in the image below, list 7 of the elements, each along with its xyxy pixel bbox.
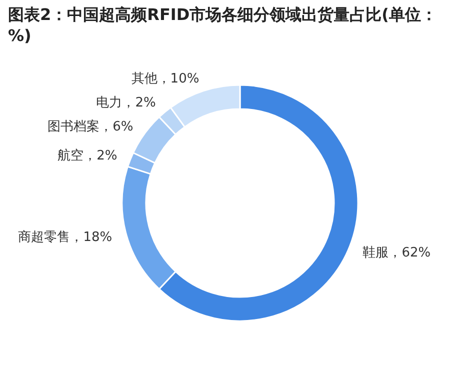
title: 图表2：中国超高频RFID市场各细分领域出货量占比(单位：%) [8, 4, 438, 46]
slice-label: 其他，10% [131, 71, 200, 86]
slice-label: 电力，2% [96, 95, 156, 110]
slice-label: 图书档案，6% [48, 118, 134, 134]
slice-label: 鞋服，62% [362, 246, 431, 261]
slice-label: 商超零售，18% [18, 230, 112, 245]
slice-label: 航空，2% [58, 148, 118, 164]
